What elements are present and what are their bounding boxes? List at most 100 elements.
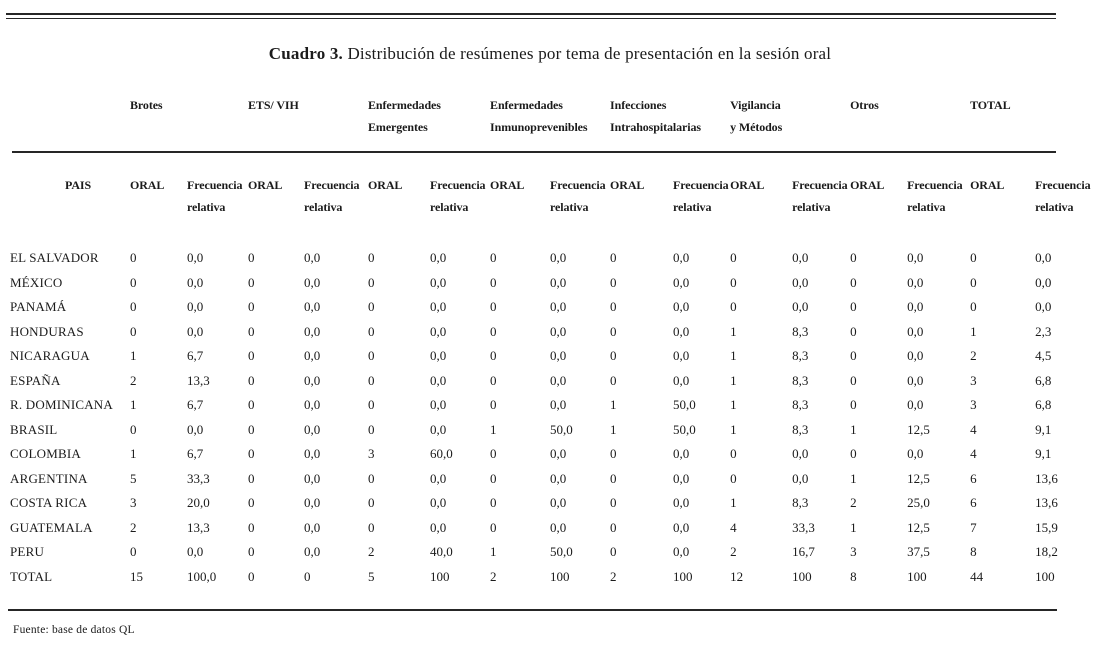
value-cell: 2 (730, 544, 737, 560)
value-cell: 0,0 (1035, 250, 1052, 266)
freq-column-header: Frecuencia relativa (304, 178, 360, 214)
value-cell: 0 (248, 568, 255, 584)
value-cell: 0,0 (187, 274, 204, 290)
country-column-header: PAIS (65, 178, 92, 192)
value-cell: 2 (850, 495, 857, 511)
value-cell: 0 (850, 250, 857, 266)
country-cell: ESPAÑA (10, 372, 61, 388)
value-cell: 60,0 (430, 446, 453, 462)
value-cell: 4 (970, 446, 977, 462)
value-cell: 0 (368, 470, 375, 486)
value-cell: 25,0 (907, 495, 930, 511)
value-cell: 0 (248, 348, 255, 364)
value-cell: 100 (550, 568, 570, 584)
value-cell: 100 (673, 568, 693, 584)
table-title-text: Distribución de resúmenes por tema de pr… (343, 44, 832, 63)
value-cell: 40,0 (430, 544, 453, 560)
value-cell: 0 (610, 495, 617, 511)
country-cell: R. DOMINICANA (10, 397, 113, 413)
value-cell: 0 (610, 274, 617, 290)
value-cell: 0,0 (304, 299, 321, 315)
value-cell: 1 (850, 421, 857, 437)
country-cell: HONDURAS (10, 323, 84, 339)
value-cell: 0,0 (673, 446, 690, 462)
subheader-row: PAIS ORAL Frecuencia relativa ORAL Frecue… (10, 158, 1095, 236)
table-row: ESPAÑA 2 13,3 0 0,0 0 0,0 0 0,0 0 0,0 1 8,3 0 0,0 3 6,8 (10, 369, 1095, 394)
table-row: COSTA RICA 3 20,0 0 0,0 0 0,0 0 0,0 0 0,0 1 8,3 2 25,0… (10, 491, 1095, 516)
value-cell: 13,3 (187, 372, 210, 388)
value-cell: 0,0 (304, 250, 321, 266)
country-cell: COSTA RICA (10, 495, 88, 511)
group-header-brotes: Brotes (130, 98, 163, 112)
group-header-ets-vih: ETS/ VIH (248, 98, 299, 112)
value-cell: 2,3 (1035, 323, 1052, 339)
value-cell: 12,5 (907, 421, 930, 437)
value-cell: 0 (490, 397, 497, 413)
value-cell: 4,5 (1035, 348, 1052, 364)
group-header-enf-emergentes: Enfermedades Emergentes (368, 98, 441, 134)
value-cell: 0 (130, 544, 137, 560)
value-cell: 0 (130, 299, 137, 315)
value-cell: 4 (730, 519, 737, 535)
value-cell: 0,0 (550, 470, 567, 486)
value-cell: 6 (970, 470, 977, 486)
value-cell: 0 (490, 274, 497, 290)
value-cell: 0 (248, 397, 255, 413)
value-cell: 18,2 (1035, 544, 1058, 560)
value-cell: 50,0 (550, 421, 573, 437)
value-cell: 0 (490, 495, 497, 511)
value-cell: 0 (248, 274, 255, 290)
value-cell: 0,0 (187, 299, 204, 315)
table-row: TOTAL 15 100,0 0 0 5 100 2 100 2 100 12 100 8 100 44 100 (10, 565, 1095, 590)
value-cell: 0,0 (550, 274, 567, 290)
value-cell: 0,0 (187, 323, 204, 339)
value-cell: 0 (248, 446, 255, 462)
freq-column-header: Frecuencia relativa (430, 178, 486, 214)
value-cell: 0 (850, 348, 857, 364)
value-cell: 33,3 (187, 470, 210, 486)
group-header-inf-intrahospitalarias: Infecciones Intrahospitalarias (610, 98, 701, 134)
value-cell: 6,7 (187, 397, 204, 413)
value-cell: 0 (248, 250, 255, 266)
value-cell: 0,0 (304, 544, 321, 560)
value-cell: 0 (130, 323, 137, 339)
value-cell: 0,0 (187, 250, 204, 266)
value-cell: 1 (490, 421, 497, 437)
value-cell: 0 (730, 470, 737, 486)
value-cell: 0,0 (304, 323, 321, 339)
value-cell: 0 (304, 568, 311, 584)
value-cell: 0,0 (792, 274, 809, 290)
value-cell: 0,0 (550, 397, 567, 413)
value-cell: 4 (970, 421, 977, 437)
value-cell: 0,0 (430, 348, 447, 364)
value-cell: 6,8 (1035, 372, 1052, 388)
freq-column-header: Frecuencia relativa (673, 178, 729, 214)
value-cell: 0 (248, 323, 255, 339)
value-cell: 0,0 (673, 299, 690, 315)
value-cell: 0,0 (304, 397, 321, 413)
value-cell: 0 (610, 299, 617, 315)
country-cell: ARGENTINA (10, 470, 88, 486)
country-cell: PANAMÁ (10, 299, 67, 315)
value-cell: 0 (610, 470, 617, 486)
value-cell: 0,0 (1035, 274, 1052, 290)
country-cell: NICARAGUA (10, 348, 90, 364)
table-body: EL SALVADOR 0 0,0 0 0,0 0 0,0 0 0,0 0 0,0 0 0,0 0 0,0 0… (10, 236, 1095, 589)
value-cell: 0 (490, 519, 497, 535)
value-cell: 0 (368, 274, 375, 290)
value-cell: 0 (610, 372, 617, 388)
value-cell: 0 (248, 495, 255, 511)
value-cell: 0,0 (304, 421, 321, 437)
value-cell: 5 (130, 470, 137, 486)
value-cell: 0,0 (430, 372, 447, 388)
freq-column-header: Frecuencia relativa (907, 178, 963, 214)
value-cell: 0,0 (304, 519, 321, 535)
value-cell: 0 (610, 348, 617, 364)
value-cell: 8 (850, 568, 857, 584)
value-cell: 0,0 (430, 421, 447, 437)
value-cell: 0,0 (550, 250, 567, 266)
value-cell: 8,3 (792, 397, 809, 413)
country-cell: GUATEMALA (10, 519, 93, 535)
table-row: HONDURAS 0 0,0 0 0,0 0 0,0 0 0,0 0 0,0 1 8,3 0 0,0 1 2,3 (10, 320, 1095, 345)
